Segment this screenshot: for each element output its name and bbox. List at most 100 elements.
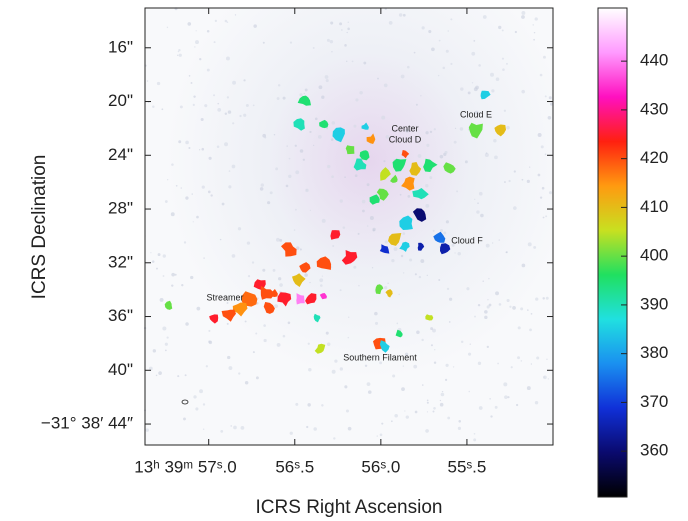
colorbar-tick-label: 410 <box>640 197 668 216</box>
noise-dot <box>228 170 231 172</box>
noise-dot <box>471 82 474 84</box>
velocity-clump <box>164 300 173 310</box>
noise-dot <box>404 352 409 357</box>
y-tick-label: −31° 38′ 44″ <box>41 414 133 433</box>
noise-dot <box>405 128 410 133</box>
noise-dot <box>507 396 510 399</box>
noise-dot <box>439 402 444 407</box>
noise-dot <box>201 185 205 189</box>
noise-dot <box>357 232 360 235</box>
noise-dot <box>214 19 217 22</box>
velocity-clump <box>401 150 410 159</box>
noise-dot <box>425 203 430 208</box>
noise-dot <box>549 102 553 106</box>
noise-dot <box>544 95 547 98</box>
noise-dot <box>239 114 242 118</box>
noise-dot <box>192 221 194 223</box>
noise-dot <box>146 80 149 82</box>
noise-dot <box>329 39 334 44</box>
noise-dot <box>344 44 347 47</box>
noise-dot <box>478 64 481 67</box>
noise-dot <box>162 254 166 258</box>
noise-dot <box>545 296 549 300</box>
noise-dot <box>428 29 432 34</box>
noise-dot <box>306 425 309 429</box>
y-axis-label: ICRS Declination <box>29 155 50 300</box>
noise-dot <box>431 47 435 52</box>
noise-dot <box>347 27 350 31</box>
noise-dot <box>457 426 462 430</box>
noise-dot <box>391 258 395 263</box>
noise-dot <box>452 366 455 368</box>
noise-dot <box>188 75 191 77</box>
noise-dot <box>190 82 193 84</box>
noise-dot <box>508 179 511 183</box>
noise-dot <box>232 80 237 85</box>
noise-dot <box>282 96 286 100</box>
noise-dot <box>474 198 476 200</box>
noise-dot <box>326 38 330 42</box>
noise-dot <box>503 382 508 387</box>
noise-dot <box>244 381 249 385</box>
annotation: Center <box>391 123 418 133</box>
noise-dot <box>473 438 477 442</box>
noise-dot <box>245 104 249 107</box>
noise-dot <box>331 121 336 125</box>
noise-dot <box>324 75 329 79</box>
noise-dot <box>521 89 525 94</box>
noise-dot <box>187 22 192 26</box>
noise-dot <box>331 369 336 374</box>
noise-dot <box>539 73 543 77</box>
noise-dot <box>151 260 155 263</box>
beam <box>181 399 189 405</box>
noise-dot <box>274 304 279 309</box>
noise-dot <box>420 95 422 97</box>
noise-dot <box>490 72 495 77</box>
noise-dot <box>486 345 489 349</box>
noise-dot <box>232 122 235 125</box>
noise-dot <box>206 29 210 33</box>
velocity-clump <box>380 167 391 181</box>
noise-dot <box>484 153 489 158</box>
noise-dot <box>521 178 524 181</box>
noise-dot <box>495 77 500 81</box>
y-tick-label: 40" <box>108 360 133 379</box>
noise-dot <box>226 322 229 325</box>
noise-dot <box>417 154 422 158</box>
sky-noise <box>143 7 553 442</box>
noise-dot <box>228 366 233 370</box>
noise-dot <box>216 145 220 148</box>
noise-dot <box>326 127 328 130</box>
noise-dot <box>460 87 464 91</box>
noise-dot <box>466 287 470 291</box>
noise-dot <box>477 361 482 365</box>
noise-dot <box>433 361 437 364</box>
noise-dot <box>520 360 523 362</box>
velocity-clump <box>319 293 327 300</box>
noise-dot <box>542 297 545 300</box>
noise-dot <box>544 153 547 156</box>
noise-dot <box>517 356 521 360</box>
noise-dot <box>482 280 484 282</box>
noise-dot <box>467 352 472 356</box>
noise-dot <box>185 140 189 145</box>
noise-dot <box>327 164 331 169</box>
noise-dot <box>402 13 406 17</box>
noise-dot <box>240 425 245 430</box>
noise-dot <box>458 420 462 423</box>
noise-dot <box>534 401 539 405</box>
noise-dot <box>166 179 169 181</box>
noise-dot <box>331 51 333 53</box>
noise-dot <box>277 84 281 87</box>
noise-dot <box>533 31 536 34</box>
noise-dot <box>374 311 378 316</box>
annotation: Cloud D <box>389 134 422 144</box>
noise-dot <box>548 96 552 100</box>
noise-dot <box>369 143 372 145</box>
noise-dot <box>372 227 376 232</box>
noise-dot <box>437 74 440 77</box>
noise-dot <box>339 367 344 371</box>
noise-dot <box>178 140 182 144</box>
velocity-clump <box>379 244 390 254</box>
noise-dot <box>157 253 161 257</box>
